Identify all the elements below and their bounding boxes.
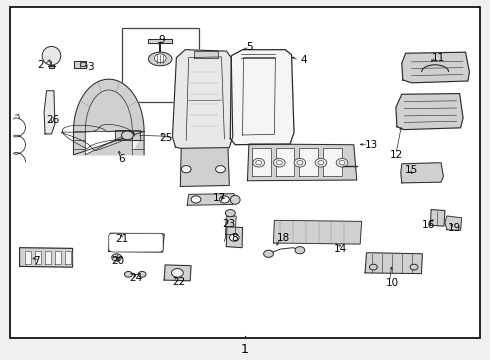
Text: 13: 13 (365, 140, 378, 150)
Text: 25: 25 (159, 132, 172, 143)
Text: 14: 14 (334, 244, 347, 254)
Polygon shape (109, 233, 164, 252)
FancyBboxPatch shape (109, 233, 163, 252)
Polygon shape (180, 146, 229, 186)
Polygon shape (187, 194, 234, 205)
Circle shape (369, 264, 377, 270)
Circle shape (225, 210, 235, 217)
Text: 19: 19 (448, 222, 462, 233)
Polygon shape (172, 50, 233, 148)
Circle shape (229, 234, 239, 241)
Circle shape (339, 161, 345, 165)
Polygon shape (401, 163, 443, 183)
Polygon shape (225, 216, 236, 235)
Circle shape (294, 158, 306, 167)
Text: 17: 17 (213, 193, 226, 203)
Polygon shape (164, 265, 191, 281)
Circle shape (273, 158, 285, 167)
Polygon shape (230, 50, 294, 145)
Polygon shape (276, 148, 294, 176)
Polygon shape (430, 210, 445, 226)
Polygon shape (396, 94, 463, 130)
Circle shape (138, 271, 146, 277)
Text: 23: 23 (222, 219, 236, 229)
Circle shape (264, 250, 273, 257)
Text: 21: 21 (115, 234, 128, 244)
Text: 5: 5 (246, 42, 253, 52)
Circle shape (80, 62, 86, 67)
Circle shape (181, 166, 191, 173)
Text: 4: 4 (300, 55, 307, 66)
Polygon shape (402, 52, 469, 83)
Text: 1: 1 (241, 343, 249, 356)
Circle shape (122, 131, 133, 140)
Polygon shape (45, 251, 51, 264)
Text: 10: 10 (386, 278, 398, 288)
Polygon shape (365, 253, 422, 274)
Polygon shape (35, 251, 41, 264)
Circle shape (295, 247, 305, 254)
Ellipse shape (42, 46, 61, 65)
Polygon shape (20, 248, 73, 267)
Polygon shape (252, 148, 271, 176)
Text: 8: 8 (231, 233, 238, 243)
Polygon shape (247, 144, 357, 181)
Circle shape (112, 254, 122, 261)
Polygon shape (226, 227, 243, 248)
Text: 26: 26 (46, 114, 60, 125)
Text: 2: 2 (37, 60, 44, 70)
Circle shape (410, 264, 418, 270)
Text: 15: 15 (405, 165, 418, 175)
Ellipse shape (230, 195, 240, 204)
Polygon shape (273, 220, 362, 244)
Circle shape (336, 158, 348, 167)
Text: 18: 18 (276, 233, 290, 243)
Text: 16: 16 (422, 220, 436, 230)
Polygon shape (55, 251, 61, 264)
Text: 3: 3 (87, 62, 94, 72)
Text: 24: 24 (129, 273, 143, 283)
Polygon shape (74, 79, 144, 155)
Circle shape (124, 271, 132, 277)
Circle shape (297, 161, 303, 165)
Polygon shape (299, 148, 318, 176)
Polygon shape (194, 51, 218, 58)
Polygon shape (148, 39, 172, 44)
Text: 20: 20 (111, 256, 124, 266)
Ellipse shape (148, 52, 172, 66)
Text: 6: 6 (118, 154, 125, 164)
Polygon shape (49, 65, 54, 68)
Circle shape (276, 161, 282, 165)
Polygon shape (115, 130, 140, 140)
Bar (122, 28, 199, 102)
Circle shape (172, 269, 183, 277)
Polygon shape (74, 61, 86, 68)
Polygon shape (445, 216, 462, 230)
Circle shape (318, 161, 324, 165)
Circle shape (216, 166, 225, 173)
Text: 22: 22 (172, 276, 186, 287)
Circle shape (154, 54, 166, 63)
Polygon shape (65, 251, 71, 264)
Text: 12: 12 (390, 150, 404, 160)
Polygon shape (25, 251, 31, 264)
Polygon shape (44, 91, 55, 134)
Circle shape (256, 161, 262, 165)
Text: 11: 11 (432, 53, 445, 63)
Circle shape (253, 158, 265, 167)
Circle shape (315, 158, 327, 167)
Polygon shape (323, 148, 342, 176)
Circle shape (220, 196, 229, 203)
Text: 9: 9 (158, 35, 165, 45)
Text: 7: 7 (33, 256, 40, 266)
Circle shape (191, 196, 201, 203)
